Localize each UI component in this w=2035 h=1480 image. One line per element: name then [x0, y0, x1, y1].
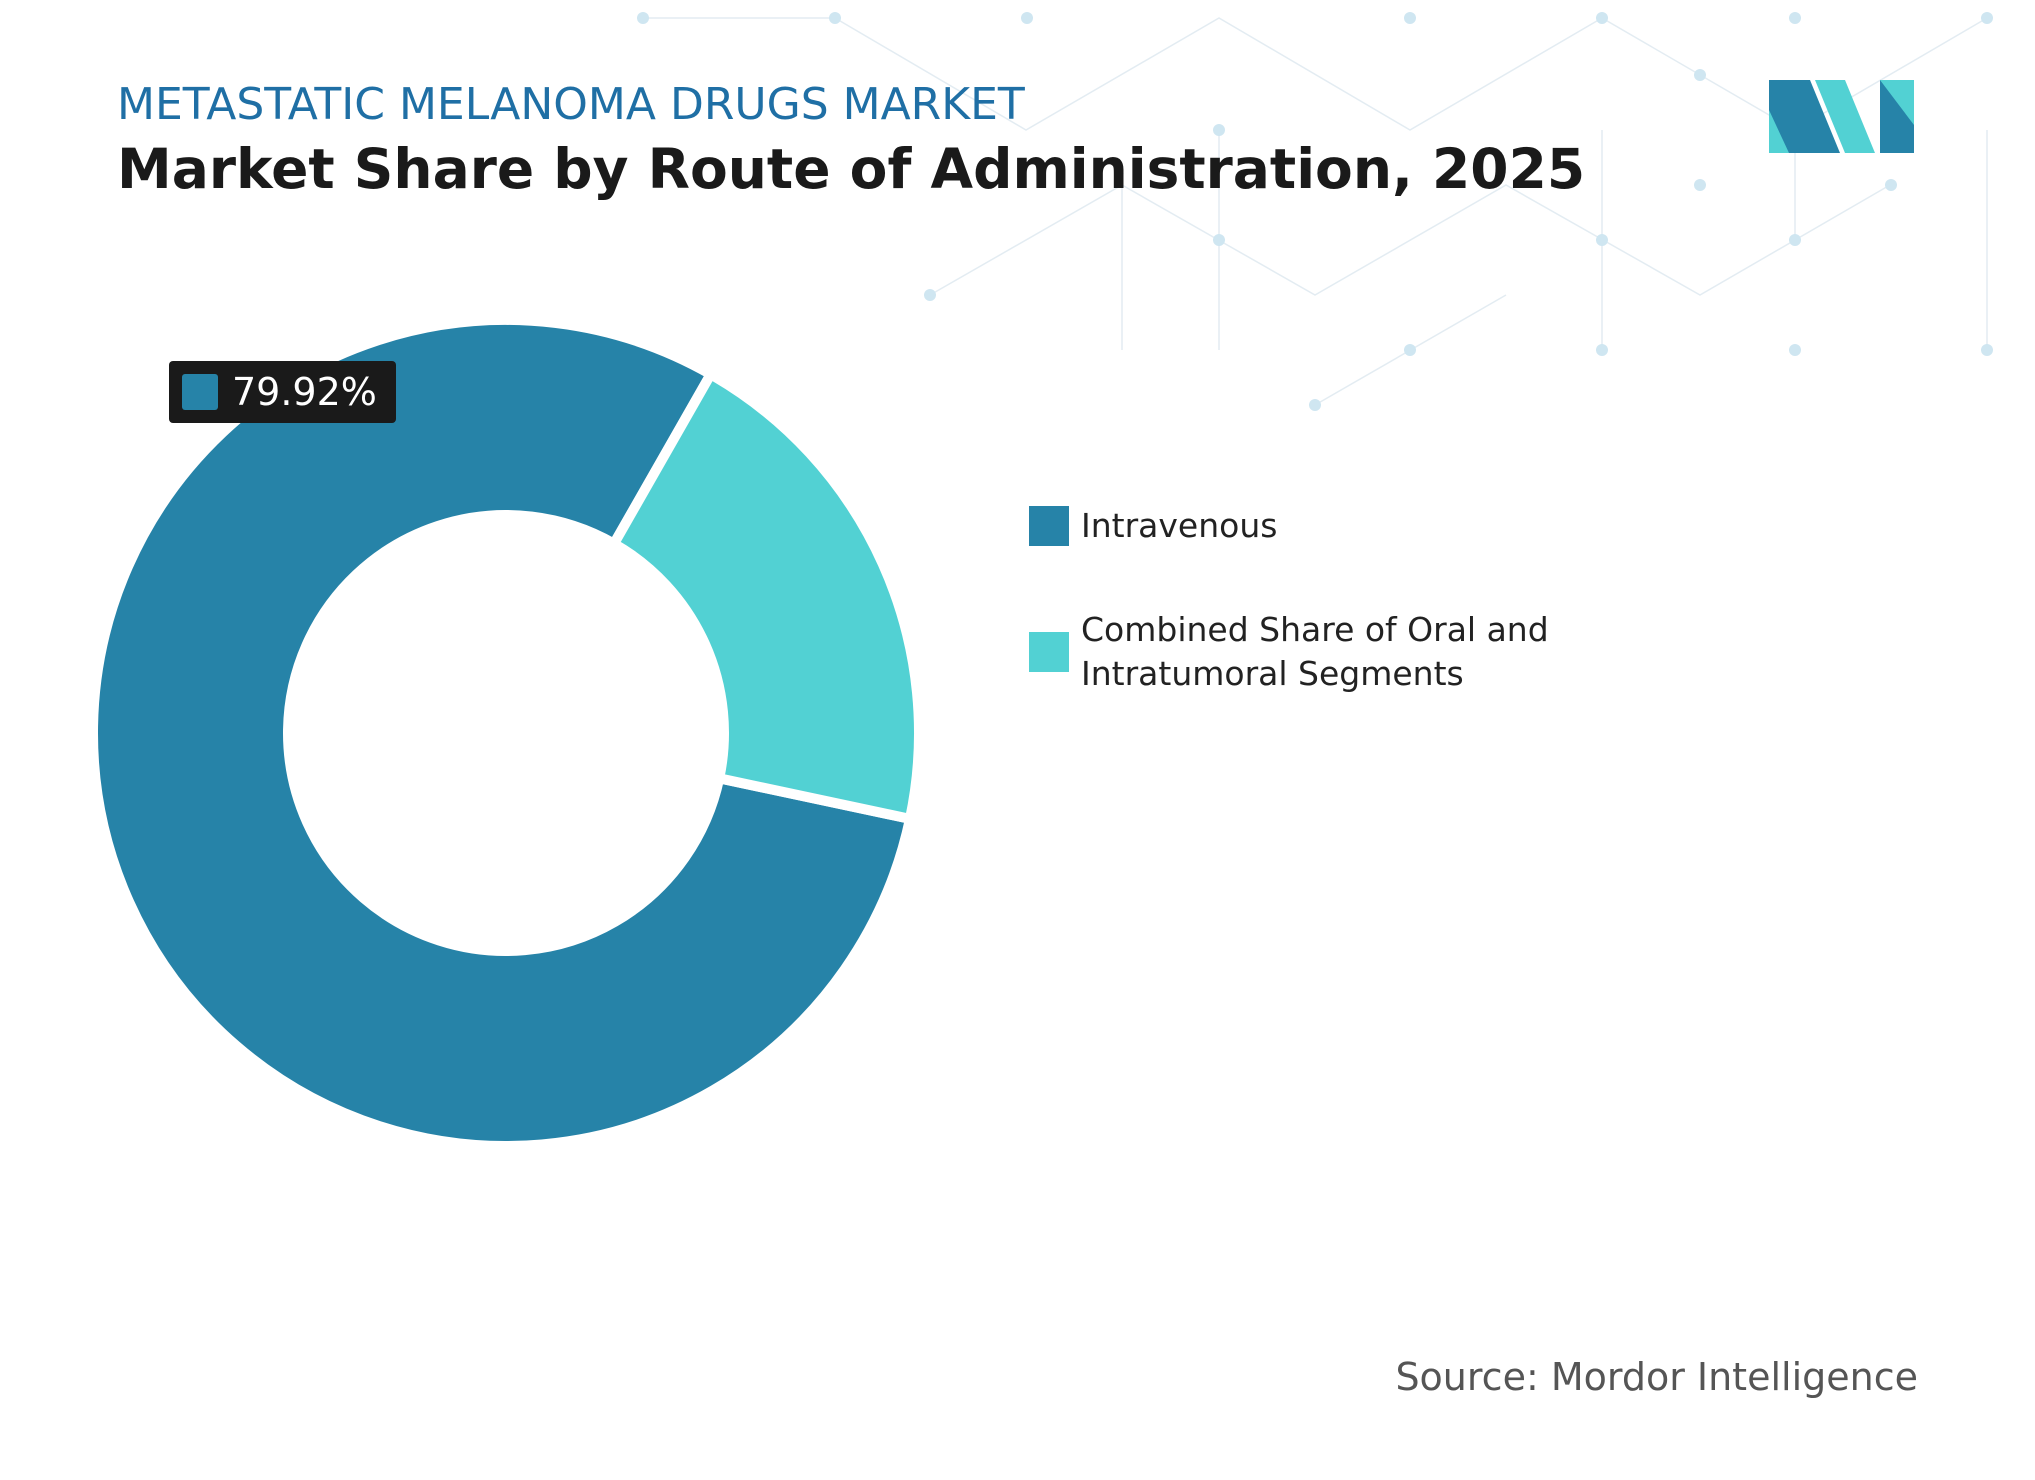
legend-item: Intravenous	[1029, 504, 1277, 548]
pie-slice	[607, 367, 924, 825]
legend-swatch	[1029, 506, 1069, 546]
background-pattern	[643, 17, 1988, 406]
pie-slice	[88, 315, 916, 1151]
logo	[1769, 80, 1914, 153]
chart-subtitle: Market Share by Route of Administration,…	[117, 137, 1585, 201]
legend-item: Combined Share of Oral and Intratumoral …	[1029, 608, 1621, 696]
legend-swatch	[1029, 632, 1069, 672]
value-label-box	[169, 361, 396, 423]
source: Source: Mordor Intelligence	[1395, 1355, 1918, 1399]
background-dots	[637, 12, 1993, 411]
legend-label: Intravenous	[1081, 506, 1278, 545]
value-label: 79.92%	[169, 361, 396, 423]
value-label-swatch	[182, 374, 218, 410]
value-label-text: 79.92%	[232, 370, 377, 414]
legend-label: Combined Share of Oral and Intratumoral …	[1081, 610, 1549, 693]
chart-title: METASTATIC MELANOMA DRUGS MARKET	[117, 79, 1025, 130]
